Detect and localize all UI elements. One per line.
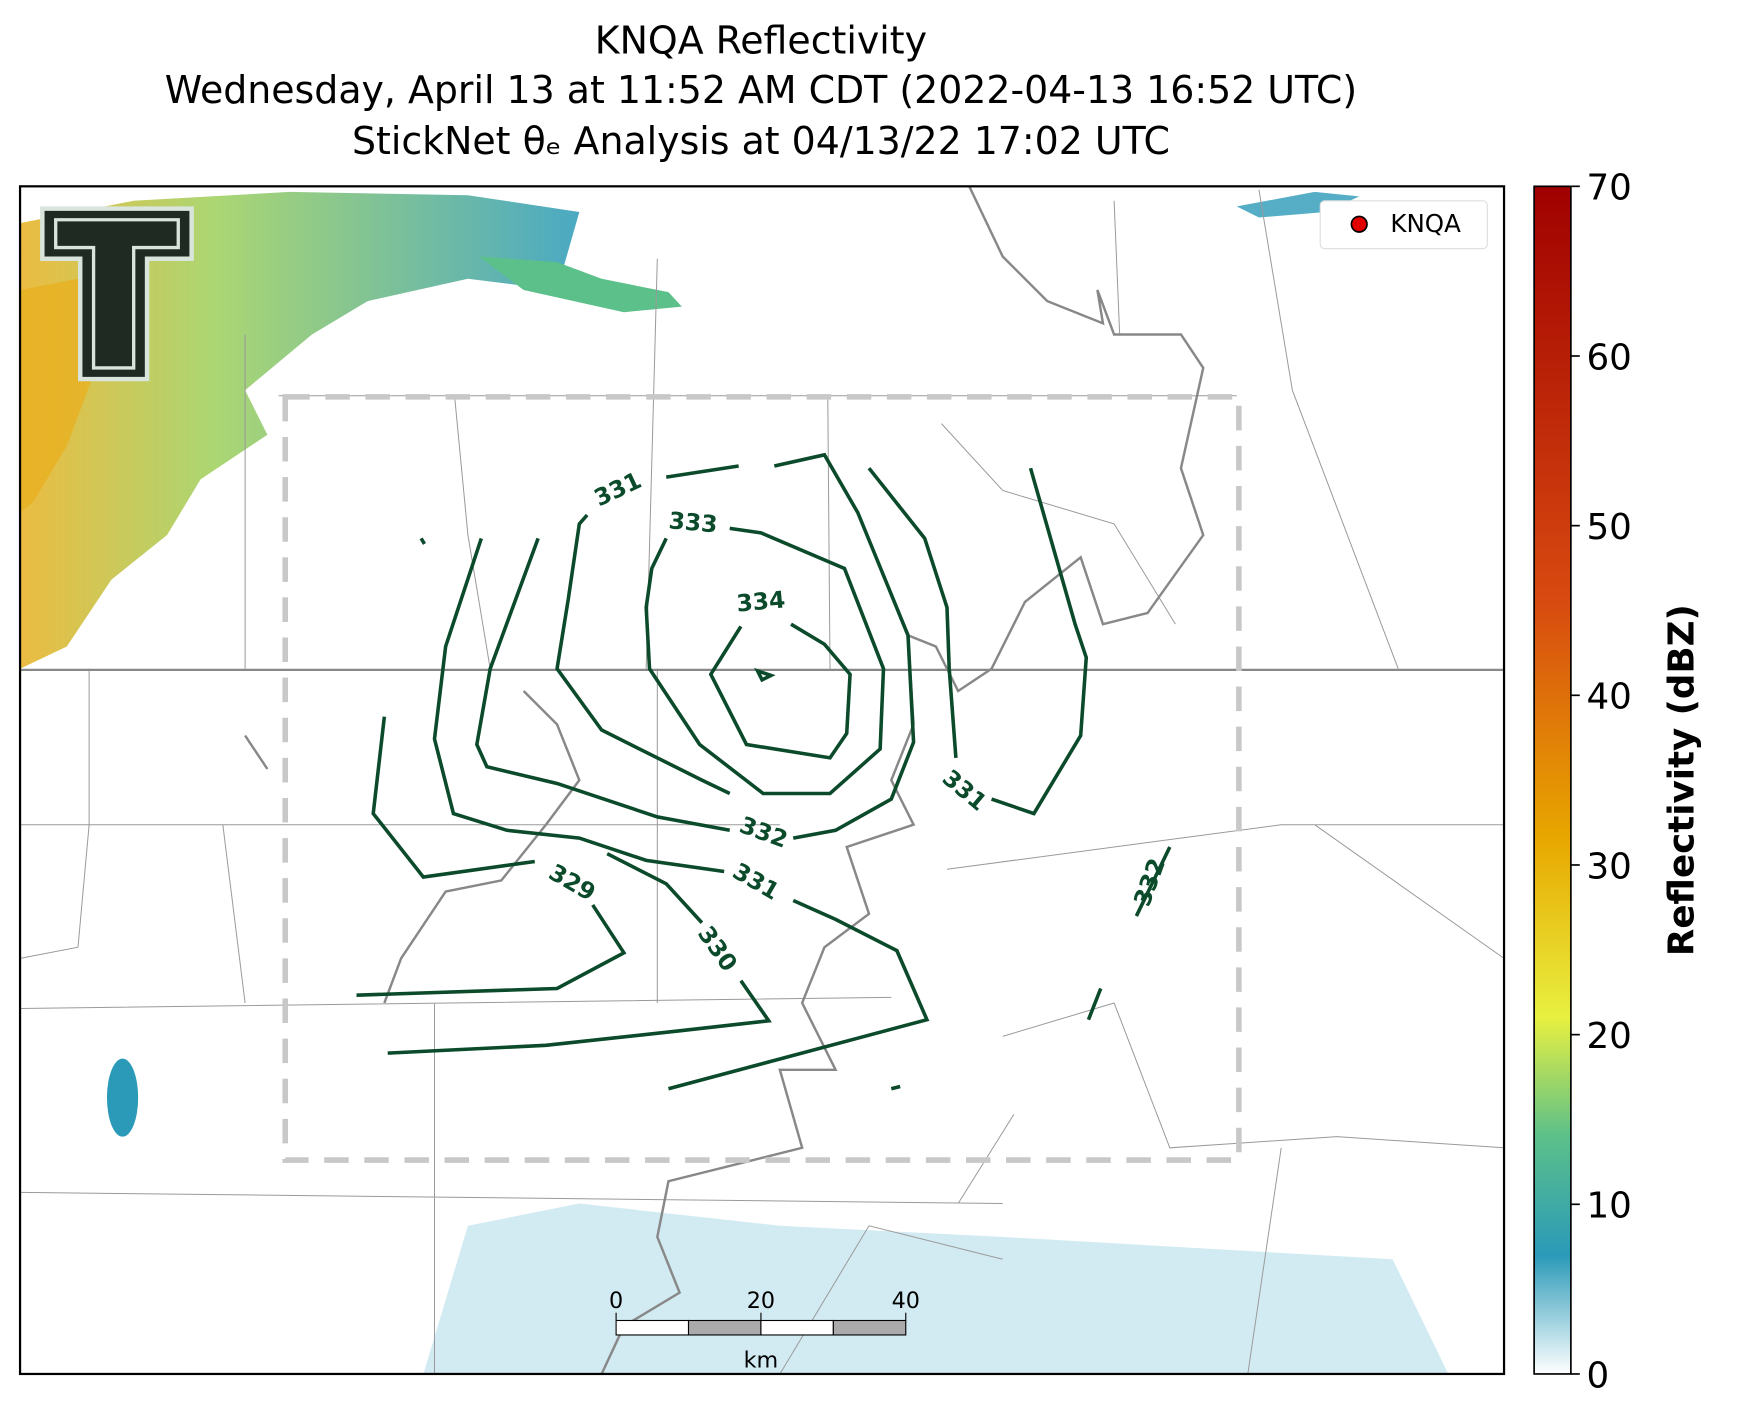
colorbar-tick-label: 10	[1586, 1186, 1631, 1227]
contour-line	[644, 526, 886, 796]
radar-site	[1350, 215, 1368, 233]
map-frame	[18, 185, 1506, 1376]
colorbar-tick-label: 0	[1586, 1355, 1609, 1396]
scale-unit: km	[744, 1347, 779, 1373]
radar-echo	[1236, 191, 1360, 218]
river	[244, 186, 1205, 1374]
colorbar-tick-label: 60	[1586, 337, 1631, 378]
contour-line	[474, 452, 916, 840]
scale-tick-label: 0	[609, 1288, 623, 1314]
subtitle: Wednesday, April 13 at 11:52 AM CDT (202…	[165, 68, 1357, 112]
legend-label: KNQA	[1390, 209, 1461, 238]
colorbar-tick-label: 50	[1586, 507, 1631, 548]
contour-line	[708, 622, 852, 760]
scale-tick-label: 20	[747, 1288, 775, 1314]
contour-line	[387, 852, 772, 1055]
colorbar-tick-label: 40	[1586, 677, 1631, 718]
contour-line	[432, 537, 930, 1091]
contour-line	[555, 464, 739, 796]
legend: KNQA	[1319, 200, 1488, 250]
colorbar-tick-label: 30	[1586, 846, 1631, 887]
contour-line	[867, 467, 1089, 816]
logo	[40, 206, 194, 382]
scale-tick-label: 40	[892, 1288, 920, 1314]
analysis-domain	[282, 394, 1242, 1163]
contour-label: 333	[668, 506, 719, 538]
subtitle: StickNet θₑ Analysis at 04/13/22 17:02 U…	[352, 119, 1170, 163]
radar-echo	[479, 256, 682, 313]
contour-line	[356, 716, 627, 997]
radar-echo	[20, 191, 580, 669]
colorbar-tick-label: 70	[1586, 168, 1631, 209]
contour-line	[419, 537, 1172, 1091]
title: KNQA Reflectivity	[595, 19, 927, 63]
contour-label: 334	[735, 585, 786, 617]
radar-echo	[106, 1058, 139, 1137]
colorbar-label: Reflectivity (dBZ)	[1661, 604, 1702, 956]
colorbar	[1533, 185, 1572, 1375]
scale-bar: km	[615, 1319, 907, 1373]
colorbar-tick-label: 20	[1586, 1016, 1631, 1057]
